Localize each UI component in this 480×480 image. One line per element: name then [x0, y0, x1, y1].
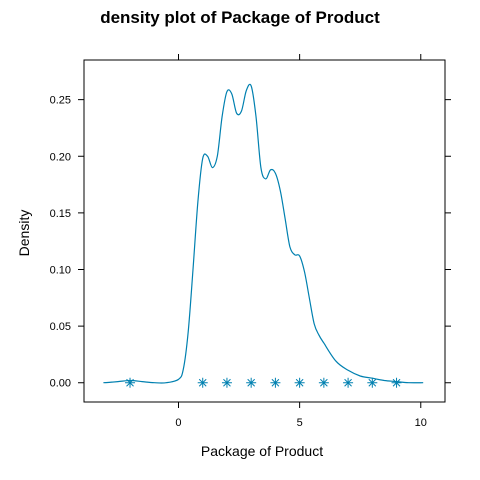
rug-point	[125, 377, 136, 388]
y-axis-label: Density	[16, 210, 32, 257]
y-tick-label: 0.15	[50, 208, 71, 220]
x-axis-label: Package of Product	[201, 443, 323, 459]
y-tick-label: 0.00	[50, 378, 71, 390]
rug-point	[391, 377, 402, 388]
density-line	[103, 83, 424, 384]
x-axis: 0 5 10	[175, 54, 427, 429]
rug-point	[367, 377, 378, 388]
y-tick-label: 0.05	[50, 321, 71, 333]
plot-area	[103, 83, 424, 388]
y-tick-label: 0.20	[50, 151, 71, 163]
rug-point	[197, 377, 208, 388]
rug-point	[318, 377, 329, 388]
rug-point	[343, 377, 354, 388]
y-axis: 0.00 0.05 0.10 0.15 0.20 0.25	[50, 95, 451, 390]
rug-point	[294, 377, 305, 388]
x-tick-label: 5	[297, 417, 303, 429]
y-tick-label: 0.25	[50, 95, 71, 107]
y-tick-label: 0.10	[50, 265, 71, 277]
x-tick-label: 10	[415, 417, 427, 429]
plot-frame	[83, 59, 446, 403]
rug-point	[246, 377, 257, 388]
rug-point	[221, 377, 232, 388]
chart-title: density plot of Package of Product	[100, 8, 380, 27]
rug-point	[270, 377, 281, 388]
x-tick-label: 0	[175, 417, 181, 429]
